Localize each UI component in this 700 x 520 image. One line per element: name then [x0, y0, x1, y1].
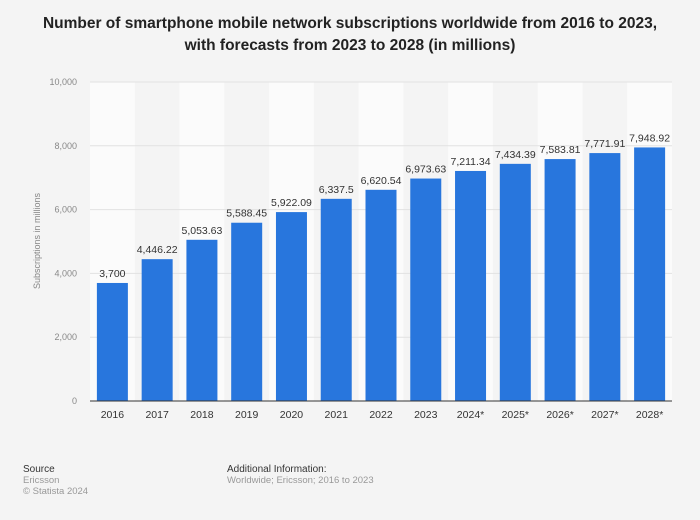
- x-tick-label: 2026*: [546, 409, 573, 421]
- source-text[interactable]: Ericsson: [23, 475, 60, 486]
- info-heading: Additional Information:: [227, 464, 327, 475]
- data-label: 6,973.63: [405, 164, 446, 176]
- bar: [544, 159, 576, 401]
- y-tick-label: 2,000: [54, 332, 77, 342]
- bar: [589, 153, 621, 401]
- x-tick-label: 2025*: [502, 409, 529, 421]
- source-heading: Source: [23, 464, 55, 475]
- x-tick-label: 2024*: [457, 409, 484, 421]
- x-tick-label: 2027*: [591, 409, 618, 421]
- source-block: Source Ericsson © Statista 2024: [23, 464, 88, 497]
- y-tick-label: 0: [72, 396, 77, 406]
- copyright: © Statista 2024: [23, 486, 89, 497]
- x-tick-label: 2023: [414, 409, 438, 421]
- additional-info-block: Additional Information: Worldwide; Erics…: [227, 464, 374, 486]
- data-label: 6,337.5: [319, 184, 354, 196]
- y-tick-label: 6,000: [54, 205, 77, 215]
- x-tick-label: 2021: [325, 409, 349, 421]
- bar: [634, 147, 666, 401]
- data-label: 7,583.81: [540, 144, 581, 156]
- x-tick-label: 2020: [280, 409, 304, 421]
- data-label: 7,948.92: [629, 132, 670, 144]
- data-label: 5,922.09: [271, 197, 312, 209]
- data-label: 7,771.91: [584, 138, 625, 150]
- bar: [275, 212, 307, 401]
- data-label: 5,053.63: [181, 225, 222, 237]
- title-line-2: with forecasts from 2023 to 2028 (in mil…: [184, 37, 516, 54]
- bar: [320, 198, 352, 401]
- bar: [141, 259, 173, 401]
- bar: [410, 178, 442, 401]
- chart-title: Number of smartphone mobile network subs…: [0, 13, 700, 57]
- x-tick-label: 2022: [369, 409, 393, 421]
- data-label: 7,211.34: [450, 156, 490, 168]
- bar: [231, 222, 263, 401]
- info-text: Worldwide; Ericsson; 2016 to 2023: [227, 475, 374, 486]
- y-axis-title: Subscriptions in millions: [32, 192, 42, 289]
- bar: [455, 170, 487, 401]
- bar: [365, 189, 397, 401]
- bar: [96, 282, 128, 401]
- data-label: 7,434.39: [495, 149, 536, 161]
- data-label: 5,588.45: [226, 208, 267, 220]
- y-tick-label: 4,000: [54, 268, 77, 278]
- bar: [186, 239, 218, 401]
- x-tick-label: 2028*: [636, 409, 663, 421]
- data-label: 4,446.22: [137, 244, 178, 256]
- y-tick-label: 10,000: [49, 77, 77, 87]
- title-line-1: Number of smartphone mobile network subs…: [42, 15, 658, 32]
- x-tick-label: 2019: [235, 409, 259, 421]
- x-tick-label: 2018: [190, 409, 214, 421]
- bar: [499, 163, 531, 401]
- x-tick-label: 2016: [101, 409, 125, 421]
- data-label: 6,620.54: [361, 175, 402, 187]
- x-tick-label: 2017: [145, 409, 169, 421]
- y-tick-label: 8,000: [54, 141, 77, 151]
- data-label: 3,700: [99, 268, 125, 280]
